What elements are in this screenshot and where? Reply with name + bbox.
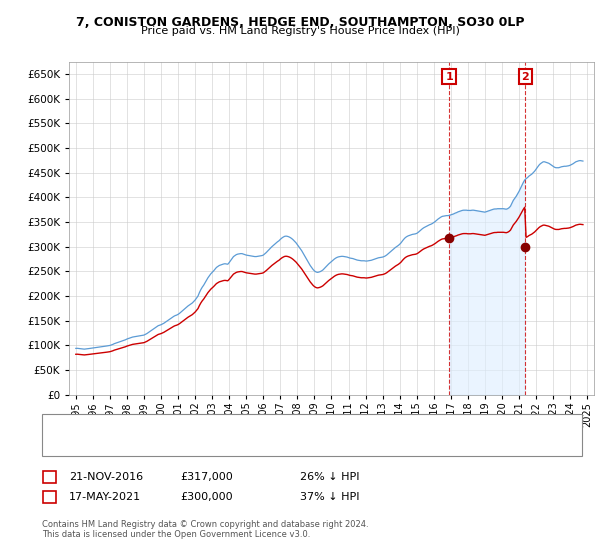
- Text: 1: 1: [46, 472, 53, 482]
- Text: HPI: Average price, detached house, Eastleigh: HPI: Average price, detached house, East…: [93, 440, 319, 450]
- Text: Price paid vs. HM Land Registry's House Price Index (HPI): Price paid vs. HM Land Registry's House …: [140, 26, 460, 36]
- Text: 37% ↓ HPI: 37% ↓ HPI: [300, 492, 359, 502]
- Text: Contains HM Land Registry data © Crown copyright and database right 2024.
This d: Contains HM Land Registry data © Crown c…: [42, 520, 368, 539]
- Text: 2: 2: [521, 72, 529, 82]
- Text: ——: ——: [57, 419, 82, 433]
- Text: £317,000: £317,000: [180, 472, 233, 482]
- Text: 21-NOV-2016: 21-NOV-2016: [69, 472, 143, 482]
- Text: 26% ↓ HPI: 26% ↓ HPI: [300, 472, 359, 482]
- Text: 7, CONISTON GARDENS, HEDGE END, SOUTHAMPTON, SO30 0LP (detached house): 7, CONISTON GARDENS, HEDGE END, SOUTHAMP…: [93, 421, 498, 431]
- Text: ——: ——: [57, 438, 82, 451]
- Text: 17-MAY-2021: 17-MAY-2021: [69, 492, 141, 502]
- Text: 2: 2: [46, 492, 53, 502]
- Text: £300,000: £300,000: [180, 492, 233, 502]
- Text: 1: 1: [445, 72, 453, 82]
- Text: 7, CONISTON GARDENS, HEDGE END, SOUTHAMPTON, SO30 0LP: 7, CONISTON GARDENS, HEDGE END, SOUTHAMP…: [76, 16, 524, 29]
